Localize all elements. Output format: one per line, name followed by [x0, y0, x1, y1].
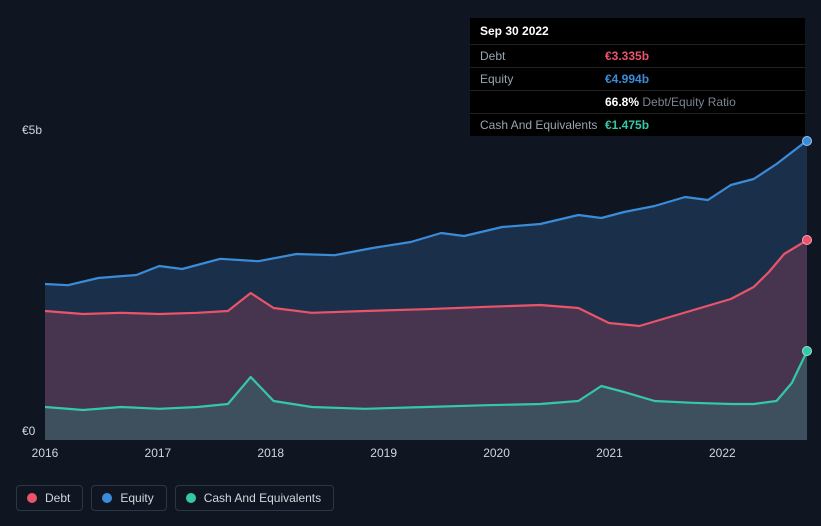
info-panel-row-label: Cash And Equivalents [480, 118, 605, 132]
legend-label: Cash And Equivalents [204, 491, 321, 505]
series-end-marker [802, 346, 812, 356]
legend: Debt Equity Cash And Equivalents [16, 485, 334, 511]
y-axis-tick-top: €5b [22, 123, 42, 137]
info-panel-row: Equity€4.994b [470, 68, 805, 91]
info-panel-row-label [480, 95, 605, 109]
legend-item[interactable]: Debt [16, 485, 83, 511]
chart-plot [45, 140, 807, 440]
info-panel-row-label: Debt [480, 49, 605, 63]
series-end-marker [802, 235, 812, 245]
chart-container: Sep 30 2022 Debt€3.335bEquity€4.994b66.8… [0, 0, 821, 526]
x-axis-tick: 2019 [370, 446, 397, 460]
info-panel-row: Cash And Equivalents€1.475b [470, 114, 805, 136]
info-panel-row-value: €4.994b [605, 72, 649, 86]
x-axis-tick: 2021 [596, 446, 623, 460]
info-panel-row-value: €3.335b [605, 49, 649, 63]
x-axis-tick: 2018 [257, 446, 284, 460]
series-end-marker [802, 136, 812, 146]
legend-label: Equity [120, 491, 153, 505]
legend-item[interactable]: Equity [91, 485, 166, 511]
info-panel-date: Sep 30 2022 [470, 18, 805, 45]
y-axis-tick-bottom: €0 [22, 424, 35, 438]
info-panel-row: 66.8% Debt/Equity Ratio [470, 91, 805, 114]
info-panel-row-value: 66.8% Debt/Equity Ratio [605, 95, 736, 109]
legend-item[interactable]: Cash And Equivalents [175, 485, 334, 511]
info-panel-row-value: €1.475b [605, 118, 649, 132]
info-panel: Sep 30 2022 Debt€3.335bEquity€4.994b66.8… [470, 18, 805, 136]
legend-label: Debt [45, 491, 70, 505]
x-axis-tick: 2022 [709, 446, 736, 460]
x-axis-tick: 2017 [145, 446, 172, 460]
legend-swatch-icon [102, 493, 112, 503]
x-axis-tick: 2020 [483, 446, 510, 460]
info-panel-row-label: Equity [480, 72, 605, 86]
x-axis-tick: 2016 [32, 446, 59, 460]
info-panel-row: Debt€3.335b [470, 45, 805, 68]
legend-swatch-icon [186, 493, 196, 503]
legend-swatch-icon [27, 493, 37, 503]
